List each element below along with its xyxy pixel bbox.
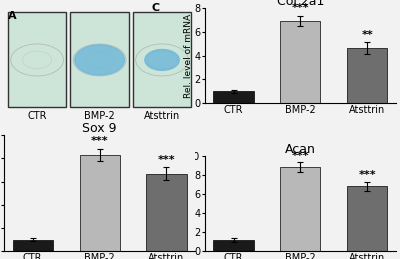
Text: ***: *** (91, 136, 108, 146)
Bar (280, 21, 320, 103)
FancyBboxPatch shape (8, 12, 66, 107)
Text: BMP-2: BMP-2 (84, 111, 115, 121)
Bar (347, 48, 387, 103)
Text: Atsttrin: Atsttrin (144, 111, 180, 121)
Circle shape (145, 49, 179, 70)
Bar (280, 167, 320, 251)
Bar (347, 186, 387, 251)
Bar (214, 240, 254, 251)
Text: ***: *** (292, 150, 309, 161)
Text: CTR: CTR (27, 111, 47, 121)
FancyBboxPatch shape (133, 12, 191, 107)
Bar (146, 174, 186, 251)
Text: A: A (8, 11, 16, 21)
FancyBboxPatch shape (70, 12, 129, 107)
Text: ***: *** (358, 170, 376, 180)
Y-axis label: Rel. level of mRNA: Rel. level of mRNA (178, 161, 187, 246)
Title: Sox 9: Sox 9 (82, 122, 117, 135)
Bar (214, 91, 254, 103)
Title: Col 2a1: Col 2a1 (277, 0, 324, 8)
Title: Acan: Acan (285, 143, 316, 156)
Text: D: D (151, 151, 160, 161)
Text: **: ** (361, 30, 373, 40)
Bar (80, 155, 120, 251)
Text: ***: *** (292, 3, 309, 13)
Circle shape (75, 45, 124, 75)
Text: ***: *** (158, 155, 175, 165)
Bar (13, 240, 53, 251)
Text: C: C (151, 3, 159, 13)
Y-axis label: Rel. level of mRNA: Rel. level of mRNA (184, 13, 193, 98)
